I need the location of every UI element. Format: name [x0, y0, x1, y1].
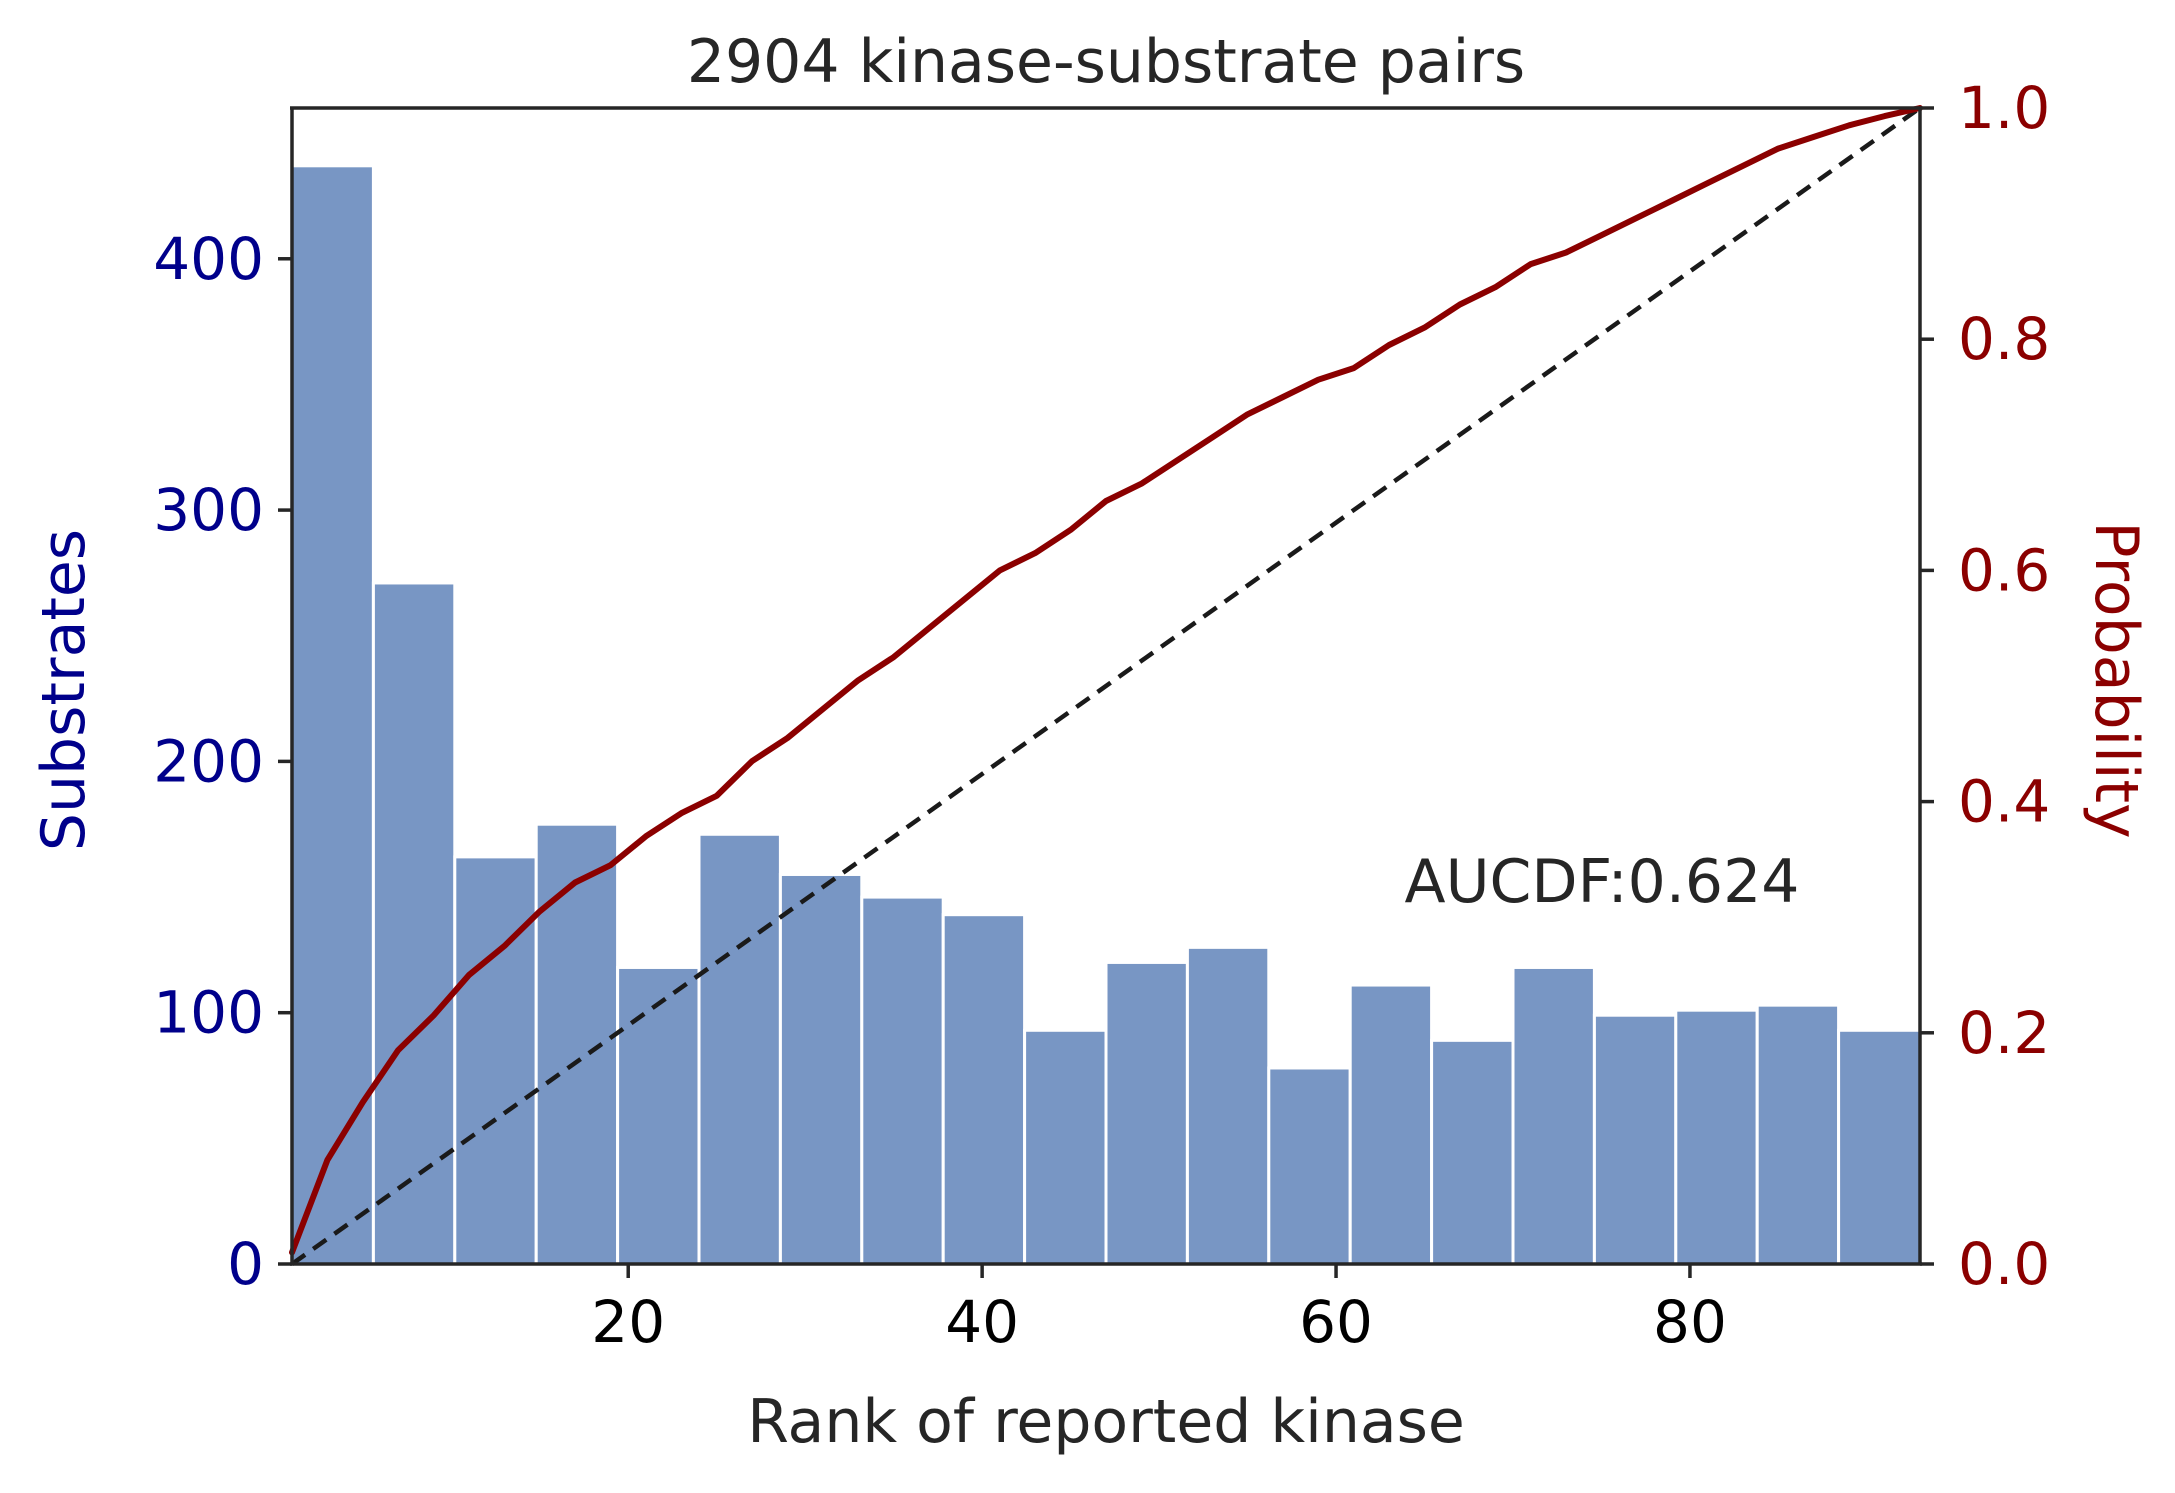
right-y-axis-ticks: 0.0 0.2 0.4 0.6 0.8 1.0 — [1920, 74, 2050, 1298]
diagonal-reference — [290, 106, 1922, 1266]
histogram-bar — [697, 832, 782, 1266]
x-tick-label: 40 — [945, 1288, 1019, 1356]
diagonal-reference-line — [290, 106, 1922, 1266]
right-y-tick-label: 0.2 — [1958, 999, 2050, 1067]
histogram-bar — [1511, 965, 1596, 1266]
left-y-tick-label: 200 — [153, 727, 264, 795]
left-y-tick-label: 0 — [227, 1230, 264, 1298]
right-y-tick-label: 0.4 — [1958, 768, 2050, 836]
right-y-tick-label: 0.8 — [1958, 305, 2050, 373]
left-y-tick-label: 300 — [153, 476, 264, 544]
cdf-line — [289, 105, 1923, 1256]
x-axis-label: Rank of reported kinase — [747, 1387, 1465, 1457]
histogram-bar — [616, 965, 701, 1266]
left-y-tick-label: 400 — [153, 225, 264, 293]
histogram-bar — [290, 164, 375, 1266]
histogram-bar — [1104, 960, 1189, 1266]
histogram-bar — [860, 895, 945, 1266]
left-y-tick-label: 100 — [153, 979, 264, 1047]
x-tick-label: 80 — [1653, 1288, 1727, 1356]
cdf-curve-layer — [289, 105, 1923, 1256]
chart-title: 2904 kinase-substrate pairs — [687, 27, 1525, 97]
histogram-bar — [1674, 1008, 1759, 1266]
right-y-axis-label: Probability — [2081, 521, 2151, 838]
histogram-bar — [453, 855, 538, 1266]
right-y-tick-label: 0.0 — [1958, 1230, 2050, 1298]
x-tick-label: 60 — [1299, 1288, 1373, 1356]
left-y-axis-ticks: 0 100 200 300 400 — [153, 225, 292, 1298]
histogram-bar — [1348, 983, 1434, 1266]
histogram-bar — [371, 581, 457, 1266]
right-y-tick-label: 1.0 — [1958, 74, 2050, 142]
histogram-bar — [1837, 1028, 1922, 1266]
histogram-bar — [1592, 1013, 1678, 1266]
right-y-tick-label: 0.6 — [1958, 536, 2050, 604]
histogram-bar — [1755, 1003, 1841, 1266]
axes-frame — [290, 106, 1922, 1266]
histogram-bar — [1185, 945, 1271, 1266]
histogram-bar — [1023, 1028, 1108, 1266]
aucdf-annotation: AUCDF:0.624 — [1405, 847, 1800, 917]
histogram-bar — [778, 872, 864, 1266]
histogram-bar — [1267, 1066, 1352, 1266]
x-axis-ticks: 20 40 60 80 — [591, 1264, 1727, 1356]
histogram-bar — [1430, 1038, 1515, 1266]
histogram-bar — [941, 913, 1027, 1266]
left-y-axis-label: Substrates — [29, 529, 99, 851]
histogram-bar — [534, 822, 620, 1266]
x-tick-label: 20 — [591, 1288, 665, 1356]
